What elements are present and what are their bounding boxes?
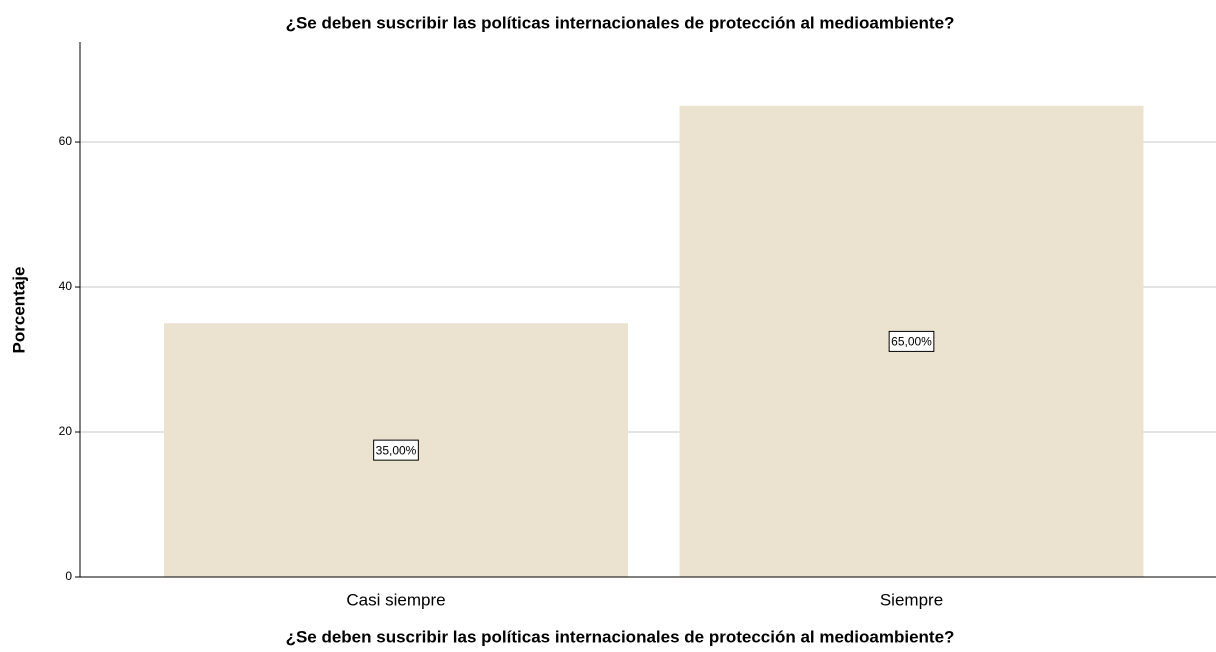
chart-title: ¿Se deben suscribir las políticas intern… <box>286 13 955 32</box>
value-label-box <box>373 439 419 461</box>
x-tick-label: Siempre <box>880 590 943 609</box>
x-tick-label: Casi siempre <box>346 590 445 609</box>
value-label: 35,00% <box>376 443 417 457</box>
y-tick-label: 40 <box>59 279 73 293</box>
y-axis-title: Porcentaje <box>9 267 28 354</box>
y-tick-label: 0 <box>65 569 72 583</box>
bars <box>164 105 1144 577</box>
value-label: 65,00% <box>891 335 932 349</box>
x-axis-title: ¿Se deben suscribir las políticas intern… <box>286 627 955 646</box>
value-label-box <box>888 330 935 352</box>
y-tick-label: 20 <box>59 424 73 438</box>
y-tick-label: 60 <box>59 134 73 148</box>
